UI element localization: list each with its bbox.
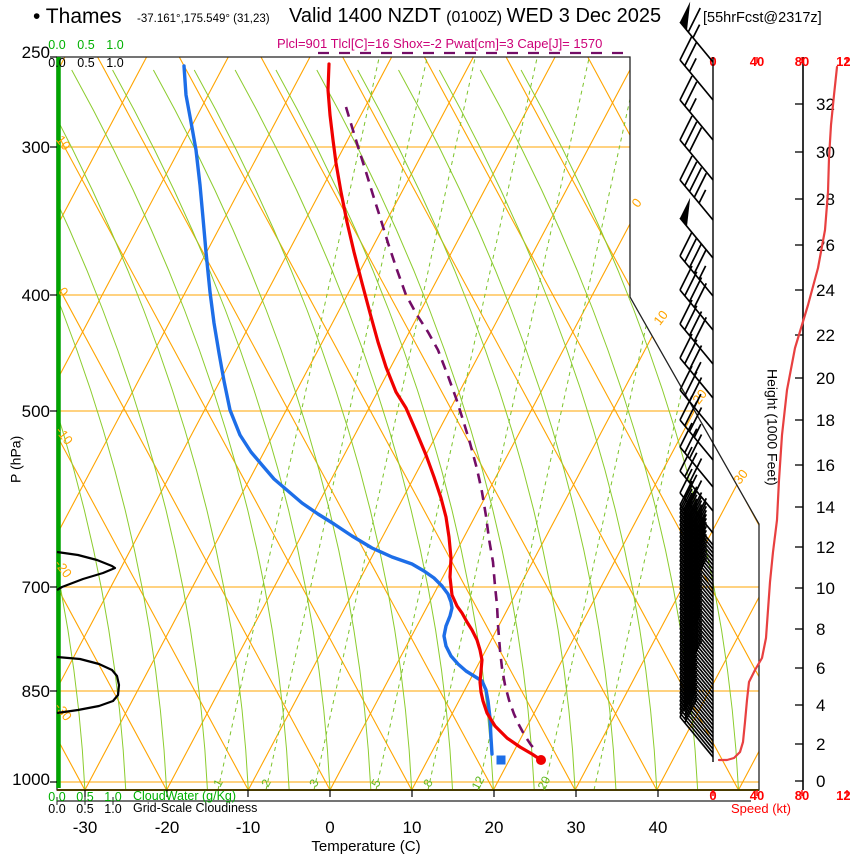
svg-text:0: 0 xyxy=(816,772,825,791)
svg-text:1.0: 1.0 xyxy=(106,38,123,52)
svg-text:-30: -30 xyxy=(73,818,98,837)
stability-indices-line: Plcl=901 Tlcl[C]=16 Shox=-2 Pwat[cm]=3 C… xyxy=(277,36,603,51)
svg-text:20: 20 xyxy=(816,369,835,388)
svg-text:1.0: 1.0 xyxy=(106,56,123,70)
svg-text:24: 24 xyxy=(816,281,835,300)
svg-text:6: 6 xyxy=(816,659,825,678)
wind-speed-profile xyxy=(717,65,839,762)
surface-dewpoint-dot xyxy=(496,755,506,765)
svg-text:-10: -10 xyxy=(236,818,261,837)
svg-text:40: 40 xyxy=(649,818,668,837)
svg-text:10: 10 xyxy=(403,818,422,837)
svg-text:26: 26 xyxy=(816,236,835,255)
svg-text:20: 20 xyxy=(535,774,554,793)
valid-time-title: Valid 1400 NZDT (0100Z) WED 3 Dec 2025 xyxy=(289,6,661,27)
svg-text:0.5: 0.5 xyxy=(77,38,94,52)
speed-axis-labels: 0040408080120120 xyxy=(709,54,850,803)
height-axis-caption: Height (1000 Feet) xyxy=(764,368,781,486)
svg-text:12: 12 xyxy=(816,538,835,557)
background-lines xyxy=(57,57,759,790)
svg-text:0.5: 0.5 xyxy=(77,56,94,70)
pressure-axis-caption: P (hPa) xyxy=(7,435,24,483)
moist-adiabat-lines xyxy=(57,69,739,790)
svg-text:300: 300 xyxy=(22,138,50,157)
svg-text:0: 0 xyxy=(628,195,644,210)
svg-text:3: 3 xyxy=(306,776,322,789)
svg-text:2: 2 xyxy=(816,735,825,754)
forecast-hour-tag: [55hrFcst@2317z] xyxy=(703,10,822,26)
pressure-tick-labels: 250 300 400 500 700 850 1000 xyxy=(12,43,57,789)
svg-text:0.5: 0.5 xyxy=(76,802,93,816)
svg-text:1.0: 1.0 xyxy=(104,790,121,804)
svg-text:850: 850 xyxy=(22,682,50,701)
wind-speed-curve xyxy=(717,65,839,762)
svg-text:28: 28 xyxy=(816,190,835,209)
speed-axis-caption: Speed (kt) xyxy=(731,801,791,816)
svg-text:0: 0 xyxy=(325,818,334,837)
svg-text:30: 30 xyxy=(567,818,586,837)
svg-text:700: 700 xyxy=(22,578,50,597)
cloudiness-axis-caption: Grid-Scale Cloudiness xyxy=(133,801,258,815)
svg-text:120: 120 xyxy=(836,54,850,69)
svg-text:16: 16 xyxy=(816,456,835,475)
svg-text:120: 120 xyxy=(836,788,850,803)
temperature-tick-labels: -30 -20 -10 0 10 20 30 40 xyxy=(73,790,668,837)
svg-text:4: 4 xyxy=(816,696,825,715)
svg-text:8: 8 xyxy=(420,776,436,789)
valid-time: Valid 1400 NZDT xyxy=(289,5,447,27)
svg-text:32: 32 xyxy=(816,95,835,114)
parcel-curve xyxy=(344,106,538,753)
cloud-scale-labels: 0.00.00.00.00.50.50.50.51.01.01.01.0 xyxy=(48,38,123,816)
svg-text:-10: -10 xyxy=(53,424,76,448)
wind-barbs xyxy=(679,1,714,762)
svg-text:20: 20 xyxy=(485,818,504,837)
svg-text:1.0: 1.0 xyxy=(104,802,121,816)
svg-text:1: 1 xyxy=(210,776,226,789)
svg-text:250: 250 xyxy=(22,43,50,62)
svg-text:2: 2 xyxy=(258,776,274,789)
isotherm-lines xyxy=(57,57,759,790)
valid-zulu: (0100Z) xyxy=(446,9,507,26)
svg-text:14: 14 xyxy=(816,498,835,517)
svg-text:1000: 1000 xyxy=(12,770,50,789)
svg-text:0.0: 0.0 xyxy=(48,802,65,816)
valid-date: WED 3 Dec 2025 xyxy=(506,5,662,27)
svg-text:0.0: 0.0 xyxy=(48,38,65,52)
svg-text:0.0: 0.0 xyxy=(48,56,65,70)
svg-text:22: 22 xyxy=(816,326,835,345)
svg-text:500: 500 xyxy=(22,402,50,421)
surface-markers xyxy=(496,755,546,765)
mixing-ratio-lines xyxy=(217,57,756,790)
svg-text:18: 18 xyxy=(816,411,835,430)
svg-text:-20: -20 xyxy=(52,557,75,581)
station-title: • Thames xyxy=(33,5,122,28)
svg-text:12: 12 xyxy=(469,774,488,793)
plot-border xyxy=(56,51,760,805)
svg-text:400: 400 xyxy=(22,286,50,305)
temperature-axis-caption: Temperature (C) xyxy=(311,838,421,855)
station-coordinates: -37.161°,175.549° (31,23) xyxy=(137,13,270,25)
svg-text:10: 10 xyxy=(53,132,74,153)
sounding-curves xyxy=(182,62,543,762)
svg-text:10: 10 xyxy=(650,307,671,328)
surface-temp-dot xyxy=(536,755,546,765)
svg-text:0.0: 0.0 xyxy=(48,790,65,804)
dewpoint-curve xyxy=(182,64,494,756)
cloud-contours xyxy=(56,550,121,715)
cloudwater-axis-caption: CloudWater (g/Kg) xyxy=(133,789,237,803)
svg-text:30: 30 xyxy=(816,143,835,162)
svg-text:30: 30 xyxy=(730,466,751,487)
svg-text:0.5: 0.5 xyxy=(76,790,93,804)
temperature-curve xyxy=(326,62,543,762)
dry-adiabat-lines xyxy=(57,57,759,790)
svg-text:8: 8 xyxy=(816,620,825,639)
svg-text:-20: -20 xyxy=(155,818,180,837)
svg-text:10: 10 xyxy=(816,579,835,598)
